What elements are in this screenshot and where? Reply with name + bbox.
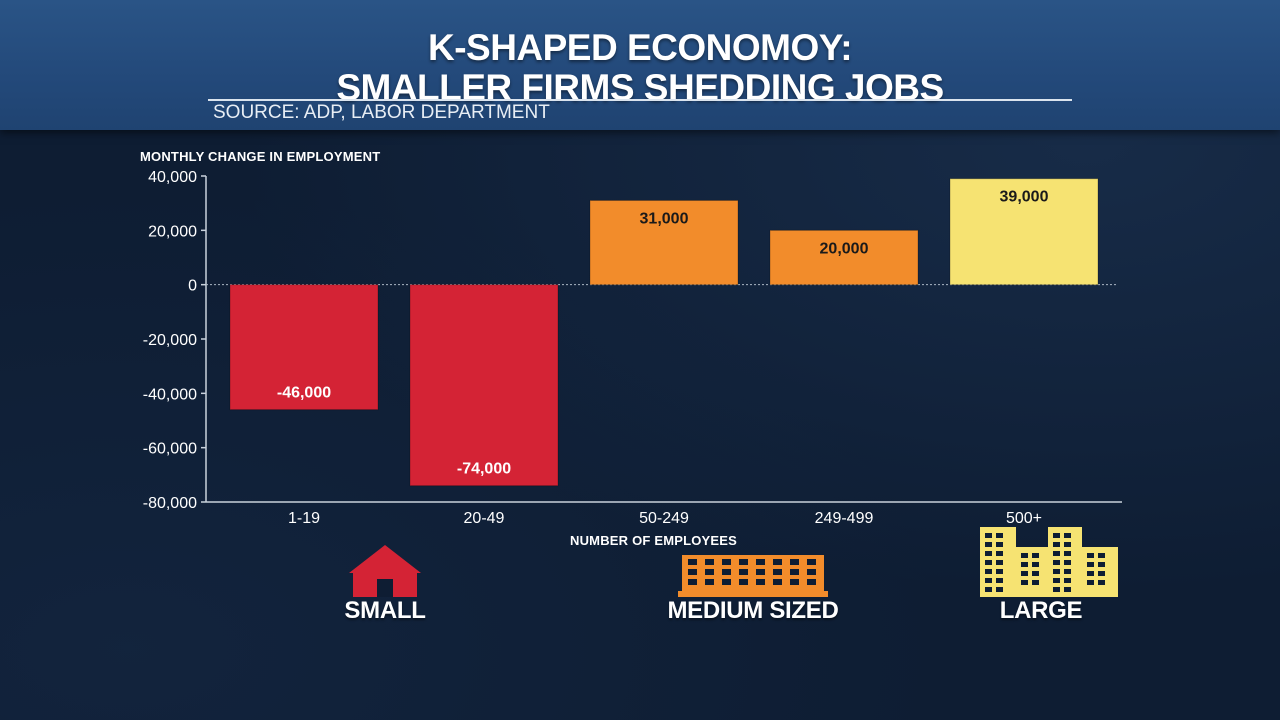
city-buildings-icon: [980, 527, 1118, 597]
data-label: 31,000: [640, 210, 689, 227]
category-small: SMALL: [330, 543, 440, 625]
x-axis-title: NUMBER OF EMPLOYEES: [570, 533, 738, 548]
x-tick-label: 20-49: [464, 510, 505, 527]
y-tick-label: 40,000: [148, 169, 197, 186]
y-tick-label: -60,000: [143, 441, 197, 458]
y-tick-label: 0: [188, 278, 197, 295]
house-icon: [349, 545, 421, 597]
source-text: SOURCE: ADP, LABOR DEPARTMENT: [213, 102, 550, 123]
y-axis-title: MONTHLY CHANGE IN EMPLOYMENT: [140, 149, 381, 164]
data-label: 39,000: [1000, 189, 1049, 206]
category-large-label: LARGE: [999, 597, 1083, 624]
title-divider: [208, 99, 1072, 101]
y-tick-label: -20,000: [143, 332, 197, 349]
x-tick-label: 500+: [1006, 510, 1042, 527]
y-tick-label: 20,000: [148, 223, 197, 240]
title-line-1: K-SHAPED ECONOMOY:: [427, 27, 853, 68]
bar-249-499: [769, 229, 919, 286]
bar-50-249: [589, 199, 739, 286]
x-tick-label: 1-19: [288, 510, 320, 527]
building-icon: [678, 555, 828, 597]
y-tick-label: -80,000: [143, 495, 197, 512]
header-band: [0, 0, 1280, 130]
bar-500+: [949, 178, 1099, 286]
x-tick-label: 50-249: [639, 510, 689, 527]
data-label: -46,000: [277, 385, 331, 402]
category-large: LARGE: [980, 527, 1118, 625]
category-medium-label: MEDIUM SIZED: [667, 597, 839, 624]
category-small-label: SMALL: [344, 597, 426, 624]
y-tick-label: -40,000: [143, 386, 197, 403]
bar-1-19: [229, 284, 379, 411]
x-tick-label: 249-499: [815, 510, 874, 527]
data-label: 20,000: [820, 240, 869, 257]
data-label: -74,000: [457, 461, 511, 478]
bar-20-49: [409, 284, 559, 487]
category-medium: MEDIUM SIZED: [640, 551, 866, 625]
